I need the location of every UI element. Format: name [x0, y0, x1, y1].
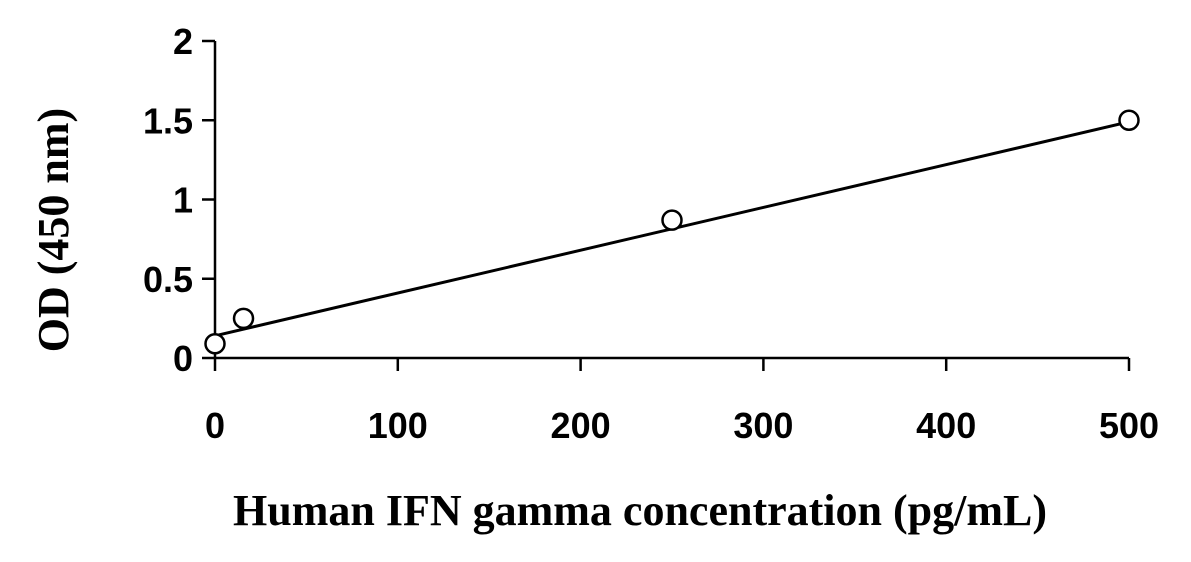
y-axis-title: OD (450 nm): [29, 108, 78, 352]
data-point: [204, 332, 226, 355]
x-tick-label: 200: [551, 405, 611, 446]
y-tick-label: 0: [173, 338, 193, 379]
y-tick-label: 0.5: [143, 259, 193, 300]
axes: [213, 41, 1129, 360]
x-tick-label: 0: [205, 405, 225, 446]
x-axis-title: Human IFN gamma concentration (pg/mL): [233, 486, 1047, 535]
data-point: [1118, 109, 1140, 131]
data-points: [204, 109, 1140, 355]
x-tick-label: 400: [916, 405, 976, 446]
y-tick-label: 1: [173, 180, 193, 221]
data-point: [661, 209, 683, 231]
data-point: [232, 307, 255, 330]
y-tick-label: 1.5: [143, 100, 193, 141]
y-tick-label: 2: [173, 21, 193, 62]
x-tick-label: 300: [733, 405, 793, 446]
x-tick-label: 500: [1099, 405, 1159, 446]
x-tick-label: 100: [368, 405, 428, 446]
ticks: 0 0.5 1 1.5 2 0 100 200 300 400 500: [143, 21, 1159, 446]
